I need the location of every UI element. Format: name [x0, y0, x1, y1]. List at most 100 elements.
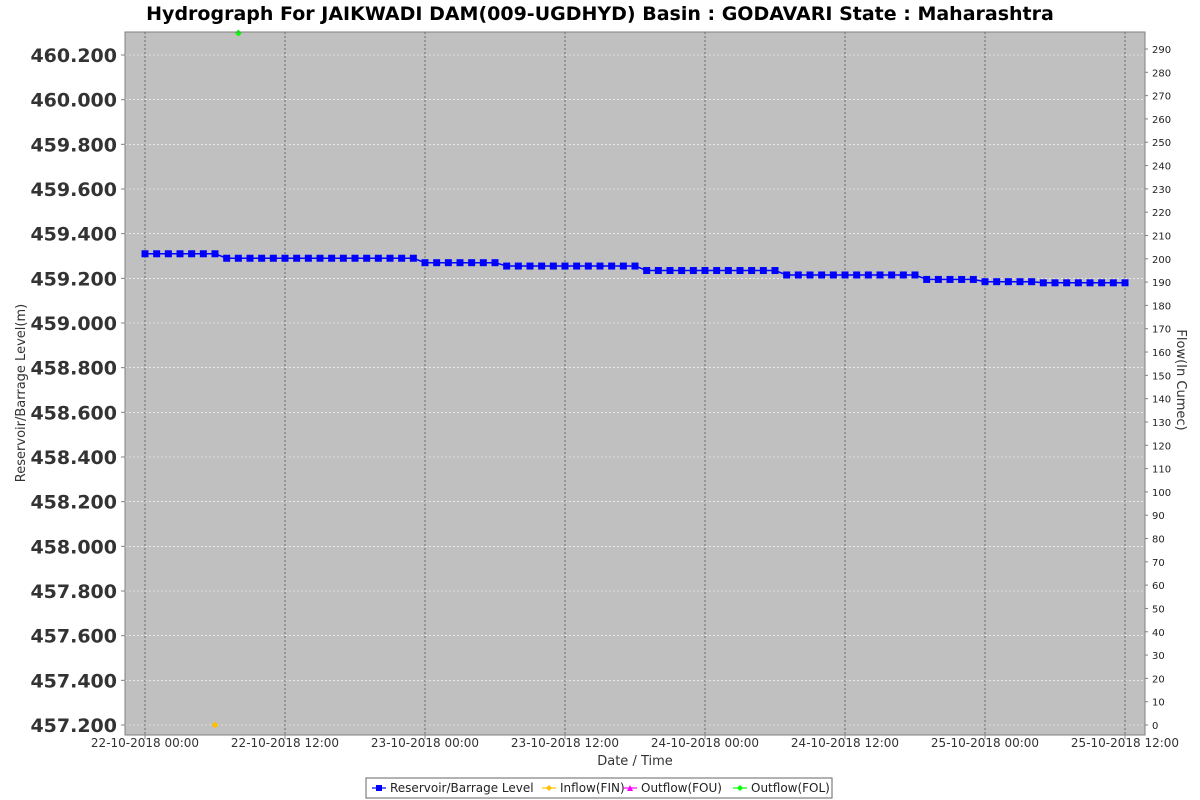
y-tick-label: 457.800 [30, 581, 117, 603]
legend-marker [546, 785, 552, 791]
y2-tick-label: 180 [1152, 301, 1171, 312]
x-tick-label: 23-10-2018 00:00 [371, 736, 479, 750]
y-tick-label: 459.600 [30, 179, 117, 201]
legend-label: Outflow(FOU) [641, 781, 722, 795]
x-axis: 22-10-2018 00:00 22-10-2018 12:00 23-10-20… [91, 735, 1179, 750]
data-point [304, 254, 312, 262]
data-point [491, 259, 499, 267]
data-point [316, 254, 324, 262]
data-point [713, 267, 721, 275]
series-outflow-fol- [234, 29, 242, 37]
data-point [503, 262, 511, 270]
data-point [946, 275, 954, 283]
data-point [444, 259, 452, 267]
y2-tick-label: 190 [1152, 278, 1171, 289]
data-point [456, 259, 464, 267]
y2-tick-label: 200 [1152, 255, 1171, 266]
data-point [293, 254, 301, 262]
y2-tick-label: 130 [1152, 418, 1171, 429]
data-point [514, 262, 522, 270]
y2-tick-label: 260 [1152, 115, 1171, 126]
data-point [234, 254, 242, 262]
data-point [153, 250, 161, 258]
data-point [1016, 278, 1024, 286]
data-point [783, 271, 791, 279]
data-point [993, 278, 1001, 286]
data-point [584, 262, 592, 270]
data-point [818, 271, 826, 279]
series-inflow-fin- [211, 721, 219, 729]
data-point [841, 271, 849, 279]
data-point [923, 275, 931, 283]
data-point [211, 250, 219, 258]
data-point [724, 267, 732, 275]
y-tick-label: 457.400 [30, 670, 117, 692]
data-point [759, 267, 767, 275]
y2-tick-label: 20 [1152, 674, 1165, 685]
data-point [141, 250, 149, 258]
legend-label: Outflow(FOL) [751, 781, 830, 795]
x-tick-label: 23-10-2018 12:00 [511, 736, 619, 750]
legend-item: Outflow(FOU) [623, 781, 722, 795]
y-tick-label: 458.800 [30, 358, 117, 380]
data-point [199, 250, 207, 258]
data-point [958, 275, 966, 283]
grid-lines [125, 32, 1145, 735]
data-point [246, 254, 254, 262]
y2-tick-label: 120 [1152, 441, 1171, 452]
legend-box [365, 777, 833, 799]
x-tick-label: 25-10-2018 00:00 [931, 736, 1039, 750]
y2-tick-label: 150 [1152, 371, 1171, 382]
data-point [748, 267, 756, 275]
data-point [876, 271, 884, 279]
y2-tick-label: 100 [1152, 488, 1171, 499]
y2-tick-label: 80 [1152, 535, 1165, 546]
data-point [351, 254, 359, 262]
legend-label: Reservoir/Barrage Level [390, 781, 534, 795]
data-point [339, 254, 347, 262]
data-point [1051, 279, 1059, 287]
y-tick-label: 459.200 [30, 268, 117, 290]
data-point [421, 259, 429, 267]
data-point [1121, 279, 1129, 287]
data-point [1004, 278, 1012, 286]
legend-marker [376, 785, 382, 791]
y2-tick-label: 280 [1152, 68, 1171, 79]
data-point [1074, 279, 1082, 287]
y2-tick-label: 230 [1152, 185, 1171, 196]
y2-tick-label: 0 [1152, 721, 1158, 732]
data-point [1098, 279, 1106, 287]
x-tick-label: 22-10-2018 12:00 [231, 736, 339, 750]
y2-tick-label: 270 [1152, 92, 1171, 103]
chart-title: Hydrograph For JAIKWADI DAM(009-UGDHYD) … [146, 3, 1054, 25]
data-point [911, 271, 919, 279]
data-point [864, 271, 872, 279]
x-tick-label: 22-10-2018 00:00 [91, 736, 199, 750]
data-point [899, 271, 907, 279]
y-axis-right: 0 10 20 30 40 50 60 70 80 90 100 110 120 130 140 150 160… [1145, 45, 1171, 732]
y-tick-label: 457.600 [30, 626, 117, 648]
y-axis-label: Reservoir/Barrage Level(m) [14, 304, 29, 482]
data-point [363, 254, 371, 262]
y2-tick-label: 110 [1152, 465, 1171, 476]
data-point [538, 262, 546, 270]
data-point [829, 271, 837, 279]
data-point [526, 262, 534, 270]
y2-tick-label: 10 [1152, 698, 1165, 709]
x-tick-label: 24-10-2018 00:00 [651, 736, 759, 750]
data-point [176, 250, 184, 258]
data-point [269, 254, 277, 262]
data-point [573, 262, 581, 270]
series-layer [141, 29, 1129, 729]
y-axis-left: 457.200 457.400 457.600 457.800 458.000 458.2… [30, 45, 125, 737]
data-point [409, 254, 417, 262]
y2-tick-label: 210 [1152, 231, 1171, 242]
legend-label: Inflow(FIN) [560, 781, 625, 795]
y-tick-label: 459.400 [30, 224, 117, 246]
y-tick-label: 459.000 [30, 313, 117, 335]
y-tick-label: 458.600 [30, 402, 117, 424]
y2-tick-label: 220 [1152, 208, 1171, 219]
data-point [1109, 279, 1117, 287]
data-point [806, 271, 814, 279]
data-point [736, 267, 744, 275]
